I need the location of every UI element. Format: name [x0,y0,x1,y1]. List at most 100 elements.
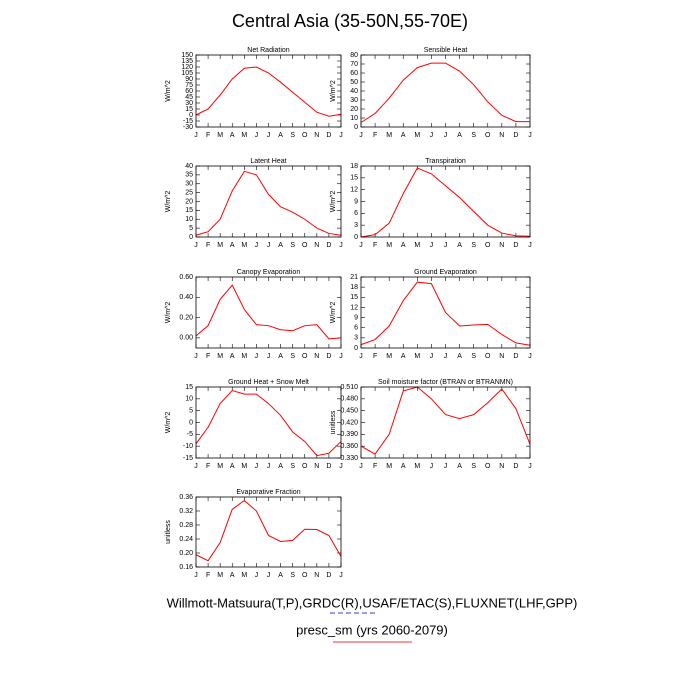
x-tick-label: F [373,242,377,249]
y-axis-label: unitless [330,410,337,434]
x-tick-label: F [206,353,210,360]
data-line [360,386,531,455]
x-tick-label: J [194,353,198,360]
x-tick-label: D [513,242,518,249]
x-tick-label: A [278,353,283,360]
x-tick-label: J [430,242,434,249]
y-tick-label: 20 [185,198,193,205]
y-tick-label: 10 [350,115,358,122]
x-tick-label: J [444,463,448,470]
x-tick-label: A [457,132,462,139]
x-tick-label: A [401,463,406,470]
y-tick-label: 9 [354,314,358,321]
x-tick-label: D [513,132,518,139]
x-tick-label: D [326,242,331,249]
y-tick-label: 0.20 [179,314,193,321]
plot-frame [195,54,342,128]
x-tick-label: A [278,463,283,470]
y-axis-label: W/m^2 [330,302,337,324]
x-tick-label: A [457,463,462,470]
y-tick-label: 75 [185,82,193,89]
y-tick-label: 15 [185,106,193,113]
y-tick-label: 0.40 [179,294,193,301]
y-tick-label: 5 [189,408,193,415]
x-tick-label: D [326,132,331,139]
x-tick-label: J [194,242,198,249]
x-tick-label: O [485,463,491,470]
y-tick-label: 60 [185,88,193,95]
y-tick-label: 0 [189,112,193,119]
y-tick-label: 0 [354,124,358,131]
x-tick-label: J [255,132,259,139]
x-tick-label: A [457,242,462,249]
data-line [195,170,342,236]
y-tick-label: 15 [350,294,358,301]
y-tick-label: -30 [183,124,193,131]
x-tick-label: M [386,353,392,360]
y-tick-label: 20 [350,106,358,113]
x-tick-label: J [528,242,532,249]
y-tick-label: 150 [181,52,193,59]
y-tick-label: 0 [189,234,193,241]
y-axis-label: W/m^2 [165,302,172,324]
x-tick-label: M [414,242,420,249]
y-tick-label: 0.32 [179,508,193,515]
x-tick-label: D [326,463,331,470]
x-tick-label: S [290,463,295,470]
x-tick-label: J [444,353,448,360]
y-tick-label: 21 [350,274,358,281]
y-tick-label: 0 [189,419,193,426]
x-tick-label: J [528,463,532,470]
panel-title: Net Radiation [247,47,290,54]
y-tick-label: 60 [350,70,358,77]
panel-title: Canopy Evaporation [237,269,301,276]
x-tick-label: O [302,572,308,579]
x-tick-label: S [290,353,295,360]
x-tick-label: M [241,353,247,360]
x-tick-label: M [386,132,392,139]
y-tick-label: 105 [181,70,193,77]
x-tick-label: N [499,132,504,139]
y-tick-label: 25 [185,189,193,196]
x-tick-label: J [444,132,448,139]
panel-title: Evaporative Fraction [236,489,300,496]
y-tick-label: 30 [185,181,193,188]
x-tick-label: F [373,132,377,139]
x-tick-label: A [230,572,235,579]
plot-frame [360,386,531,459]
footnote: presc_sm (yrs 2060-2079) [296,622,448,637]
data-line [360,281,531,346]
data-line [195,389,342,457]
x-tick-label: J [430,353,434,360]
x-tick-label: O [302,242,308,249]
x-tick-label: J [267,572,271,579]
y-tick-label: 18 [350,163,358,170]
y-tick-label: 80 [350,52,358,59]
plot-frame [195,276,342,349]
x-tick-label: A [230,463,235,470]
x-tick-label: M [217,242,223,249]
y-tick-label: 12 [350,187,358,194]
x-tick-label: M [217,572,223,579]
x-tick-label: D [326,353,331,360]
x-tick-label: N [314,463,319,470]
y-tick-label: 3 [354,222,358,229]
panel-title: Ground Heat + Snow Melt [228,379,309,386]
x-tick-label: J [255,353,259,360]
y-tick-label: 30 [350,97,358,104]
panel-title: Ground Evaporation [414,269,477,276]
x-tick-label: D [326,572,331,579]
y-tick-label: 35 [185,172,193,179]
y-tick-label: 0.28 [179,522,193,529]
x-tick-label: O [302,353,308,360]
x-tick-label: A [278,572,283,579]
x-tick-label: M [414,463,420,470]
x-tick-label: N [314,132,319,139]
y-tick-label: 30 [185,100,193,107]
x-tick-label: S [290,572,295,579]
y-tick-label: 0.450 [340,408,358,415]
y-tick-label: 0.20 [179,550,193,557]
x-tick-label: N [499,242,504,249]
y-tick-label: 0.360 [340,443,358,450]
x-tick-label: J [255,242,259,249]
